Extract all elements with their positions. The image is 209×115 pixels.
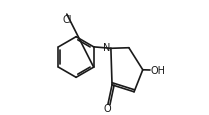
Text: N: N — [103, 43, 111, 53]
Text: O: O — [104, 103, 111, 113]
Text: OH: OH — [151, 65, 166, 75]
Text: Cl: Cl — [62, 15, 71, 24]
